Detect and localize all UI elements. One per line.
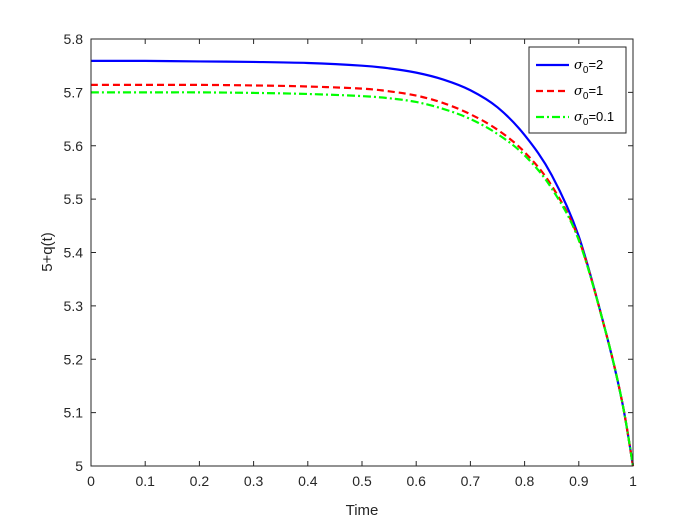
x-tick-label: 1 — [629, 473, 637, 489]
plot-frame — [90, 38, 634, 467]
legend-symbol: σ — [574, 110, 584, 125]
x-tick-label: 0.5 — [352, 473, 372, 489]
x-tick-label: 0.4 — [298, 473, 318, 489]
legend-subscript: 0 — [583, 117, 589, 128]
legend-symbol: σ — [574, 84, 584, 99]
x-tick-label: 0.6 — [406, 473, 426, 489]
x-tick-label: 0.7 — [461, 473, 481, 489]
legend-suffix: =2 — [588, 57, 603, 72]
y-tick-label: 5.4 — [64, 245, 84, 261]
y-tick-label: 5.1 — [64, 405, 84, 421]
legend-entry: σ0=2 — [574, 57, 603, 76]
x-tick-label: 0.9 — [569, 473, 589, 489]
y-tick-label: 5.2 — [64, 351, 84, 367]
x-tick-label: 0 — [87, 473, 95, 489]
legend-box — [528, 46, 627, 134]
y-tick-label: 5.8 — [64, 31, 84, 47]
x-tick-label: 0.2 — [190, 473, 210, 489]
legend-entry: σ0=1 — [574, 83, 603, 102]
legend-subscript: 0 — [583, 65, 589, 76]
legend-suffix: =0.1 — [588, 109, 614, 124]
x-tick-label: 0.1 — [135, 473, 155, 489]
y-tick-label: 5.6 — [64, 138, 84, 154]
legend-suffix: =1 — [588, 83, 603, 98]
x-tick-label: 0.8 — [515, 473, 535, 489]
y-tick-label: 5.5 — [64, 191, 84, 207]
series-line-2 — [91, 91, 635, 467]
legend-entry: σ0=0.1 — [574, 109, 614, 128]
x-tick-label: 0.3 — [244, 473, 264, 489]
legend-symbol: σ — [574, 58, 584, 73]
y-tick-label: 5 — [75, 458, 83, 474]
y-axis-title: 5+q(t) — [39, 232, 56, 272]
y-tick-label: 5.3 — [64, 298, 84, 314]
x-axis-title: Time — [346, 502, 379, 519]
y-tick-label: 5.7 — [64, 84, 84, 100]
legend-subscript: 0 — [583, 91, 589, 102]
